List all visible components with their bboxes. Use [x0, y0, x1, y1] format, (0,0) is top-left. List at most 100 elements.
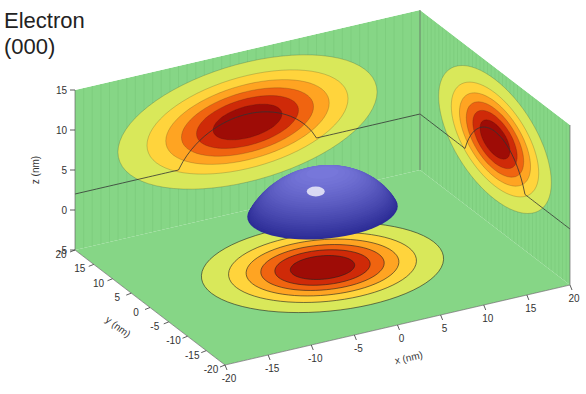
quantum-dot — [247, 165, 397, 240]
axis-edge — [420, 10, 421, 170]
wall-mesh — [402, 14, 403, 174]
density-contour-xy — [290, 256, 354, 280]
z-tick — [70, 170, 75, 171]
y-axis-label: y (nm) — [103, 314, 132, 340]
z-tick — [70, 250, 75, 251]
z-tick-label: 10 — [56, 125, 68, 136]
wall-mesh — [431, 19, 432, 179]
axis-edge — [225, 285, 570, 365]
z-tick-label: 0 — [61, 205, 67, 216]
density-contour-xy — [261, 245, 384, 291]
wall-mesh — [420, 10, 421, 170]
density-contour-xy — [246, 239, 399, 296]
y-tick-label: -15 — [185, 350, 200, 361]
z-tick-label: -5 — [58, 245, 67, 256]
wall-mesh — [558, 116, 559, 276]
axis-edge — [75, 250, 225, 365]
y-tick — [145, 308, 150, 310]
wall-mesh — [423, 13, 424, 173]
y-tick-label: -10 — [166, 335, 181, 346]
y-tick — [70, 250, 75, 252]
y-tick-label: 5 — [114, 292, 120, 303]
x-axis-label: x (nm) — [394, 349, 424, 366]
density-contour-yz — [473, 110, 517, 168]
x-tick — [354, 335, 356, 340]
dot-slice — [278, 166, 366, 199]
density-contour-yz — [439, 66, 552, 214]
x-tick — [311, 345, 313, 350]
density-contour-xz — [118, 55, 377, 189]
x-tick-label: 15 — [525, 303, 537, 314]
density-contour-xz — [147, 70, 348, 174]
z-tick — [70, 130, 75, 131]
z-tick — [70, 210, 75, 211]
dot-slice — [306, 167, 338, 179]
y-tick — [183, 336, 188, 338]
y-tick-label: 0 — [133, 307, 139, 318]
density-contour-yz — [451, 82, 538, 197]
chart: -20-15-10-505101520-20-15-10-505101520-5… — [0, 0, 586, 394]
density-contour-xz — [213, 104, 282, 140]
x-tick — [398, 325, 400, 330]
z-tick — [70, 90, 75, 91]
density-contour-yz — [480, 120, 510, 159]
x-tick — [570, 285, 572, 290]
density-contour-yz — [459, 93, 530, 186]
y-tick — [201, 351, 206, 353]
wall-mesh — [385, 18, 386, 178]
wall-mesh — [420, 10, 421, 170]
z-axis-label: z (nm) — [30, 156, 41, 184]
x-tick-label: 0 — [399, 333, 405, 344]
wall-mesh — [427, 16, 428, 176]
wall-mesh — [83, 88, 84, 248]
wall-mesh — [555, 114, 556, 274]
axis-edge — [570, 125, 571, 285]
y-tick — [220, 365, 225, 367]
y-tick — [89, 264, 94, 266]
y-tick — [108, 279, 113, 281]
dot-highlight — [307, 187, 325, 197]
x-tick — [441, 315, 443, 320]
title: Electron — [4, 8, 85, 33]
wall-mesh — [411, 12, 412, 172]
y-tick-label: 15 — [74, 263, 86, 274]
wall-mesh — [100, 84, 101, 244]
x-tick-label: -5 — [354, 343, 363, 354]
dot-slice — [291, 165, 355, 189]
wall-mesh — [376, 20, 377, 180]
y-tick — [126, 293, 131, 295]
density-contour-xz — [181, 88, 313, 156]
wall-mesh — [394, 16, 395, 176]
z-tick-label: 15 — [56, 85, 68, 96]
wall-mesh — [92, 86, 93, 246]
x-tick — [484, 305, 486, 310]
dot-slice — [300, 166, 345, 183]
density-contour-xy — [229, 233, 417, 303]
y-tick-label: 10 — [93, 278, 105, 289]
x-tick — [225, 365, 227, 370]
dot-slice — [287, 165, 358, 191]
x-tick-label: 10 — [482, 313, 494, 324]
wall-mesh — [570, 125, 571, 285]
y-tick-label: -5 — [150, 321, 159, 332]
plot-area — [75, 10, 570, 365]
density-contour-xz — [197, 96, 299, 149]
wall-mesh — [109, 82, 110, 242]
x-tick-label: 20 — [568, 293, 580, 304]
z-tick-label: 5 — [61, 165, 67, 176]
dot-slice — [295, 165, 350, 186]
density-contour-xy — [275, 250, 370, 286]
wall-mesh — [118, 80, 119, 240]
x-tick — [268, 355, 270, 360]
density-contour-yz — [466, 102, 523, 177]
y-tick — [164, 322, 169, 324]
x-tick-label: -20 — [222, 373, 237, 384]
x-tick-label: -15 — [265, 363, 280, 374]
dot-slice — [281, 165, 364, 196]
y-tick-label: -20 — [204, 364, 219, 375]
subtitle: (000) — [4, 34, 55, 59]
x-tick — [527, 295, 529, 300]
wall-mesh — [566, 122, 567, 282]
dot-profile-yz — [420, 114, 570, 229]
x-tick-label: 5 — [442, 323, 448, 334]
